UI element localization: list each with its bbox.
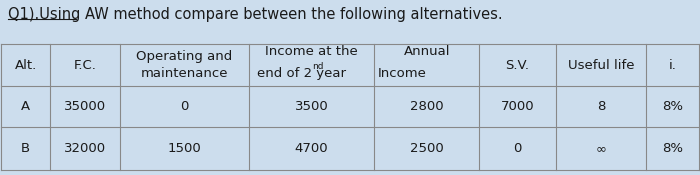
Text: year: year (312, 67, 346, 80)
Text: A: A (21, 100, 30, 113)
Text: Income at the: Income at the (265, 45, 358, 58)
Text: 3500: 3500 (295, 100, 328, 113)
Text: Income: Income (378, 67, 427, 80)
Text: 0: 0 (513, 142, 522, 155)
Text: 8%: 8% (662, 142, 683, 155)
Text: Useful life: Useful life (568, 59, 634, 72)
Text: ∞: ∞ (596, 142, 606, 155)
Text: 2500: 2500 (410, 142, 444, 155)
Text: nd: nd (312, 62, 324, 71)
Text: 32000: 32000 (64, 142, 106, 155)
Text: 4700: 4700 (295, 142, 328, 155)
Text: 7000: 7000 (500, 100, 534, 113)
Text: S.V.: S.V. (505, 59, 529, 72)
Text: Annual: Annual (403, 45, 450, 58)
Text: F.C.: F.C. (74, 59, 97, 72)
Text: B: B (21, 142, 30, 155)
Text: 8%: 8% (662, 100, 683, 113)
Text: end of 2: end of 2 (256, 67, 312, 80)
Text: i.: i. (668, 59, 676, 72)
Text: 8: 8 (597, 100, 606, 113)
Text: 2800: 2800 (410, 100, 444, 113)
Text: Q1).Using AW method compare between the following alternatives.: Q1).Using AW method compare between the … (8, 6, 503, 22)
Text: Alt.: Alt. (15, 59, 37, 72)
Text: 0: 0 (180, 100, 188, 113)
Text: 35000: 35000 (64, 100, 106, 113)
Text: 1500: 1500 (167, 142, 202, 155)
Text: Operating and
maintenance: Operating and maintenance (136, 50, 232, 80)
